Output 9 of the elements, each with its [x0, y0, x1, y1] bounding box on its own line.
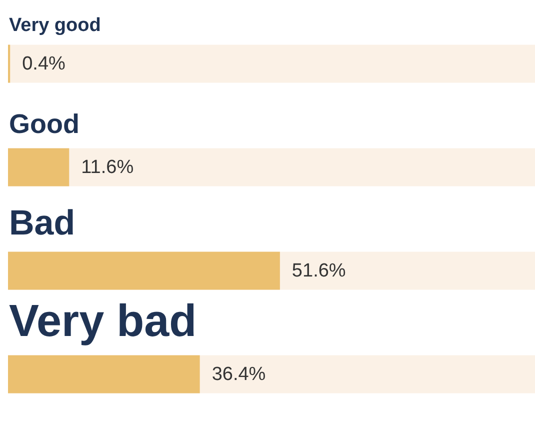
y-tick-label: Very good — [9, 14, 101, 36]
data-label: 51.6% — [292, 260, 346, 282]
y-tick-label: Very bad — [9, 294, 197, 346]
data-label: 11.6% — [81, 156, 134, 178]
bar — [8, 148, 70, 186]
y-tick-label: Good — [9, 109, 80, 140]
y-tick-label: Bad — [9, 203, 76, 242]
data-label: 0.4% — [22, 53, 66, 74]
data-label: 36.4% — [212, 364, 266, 385]
